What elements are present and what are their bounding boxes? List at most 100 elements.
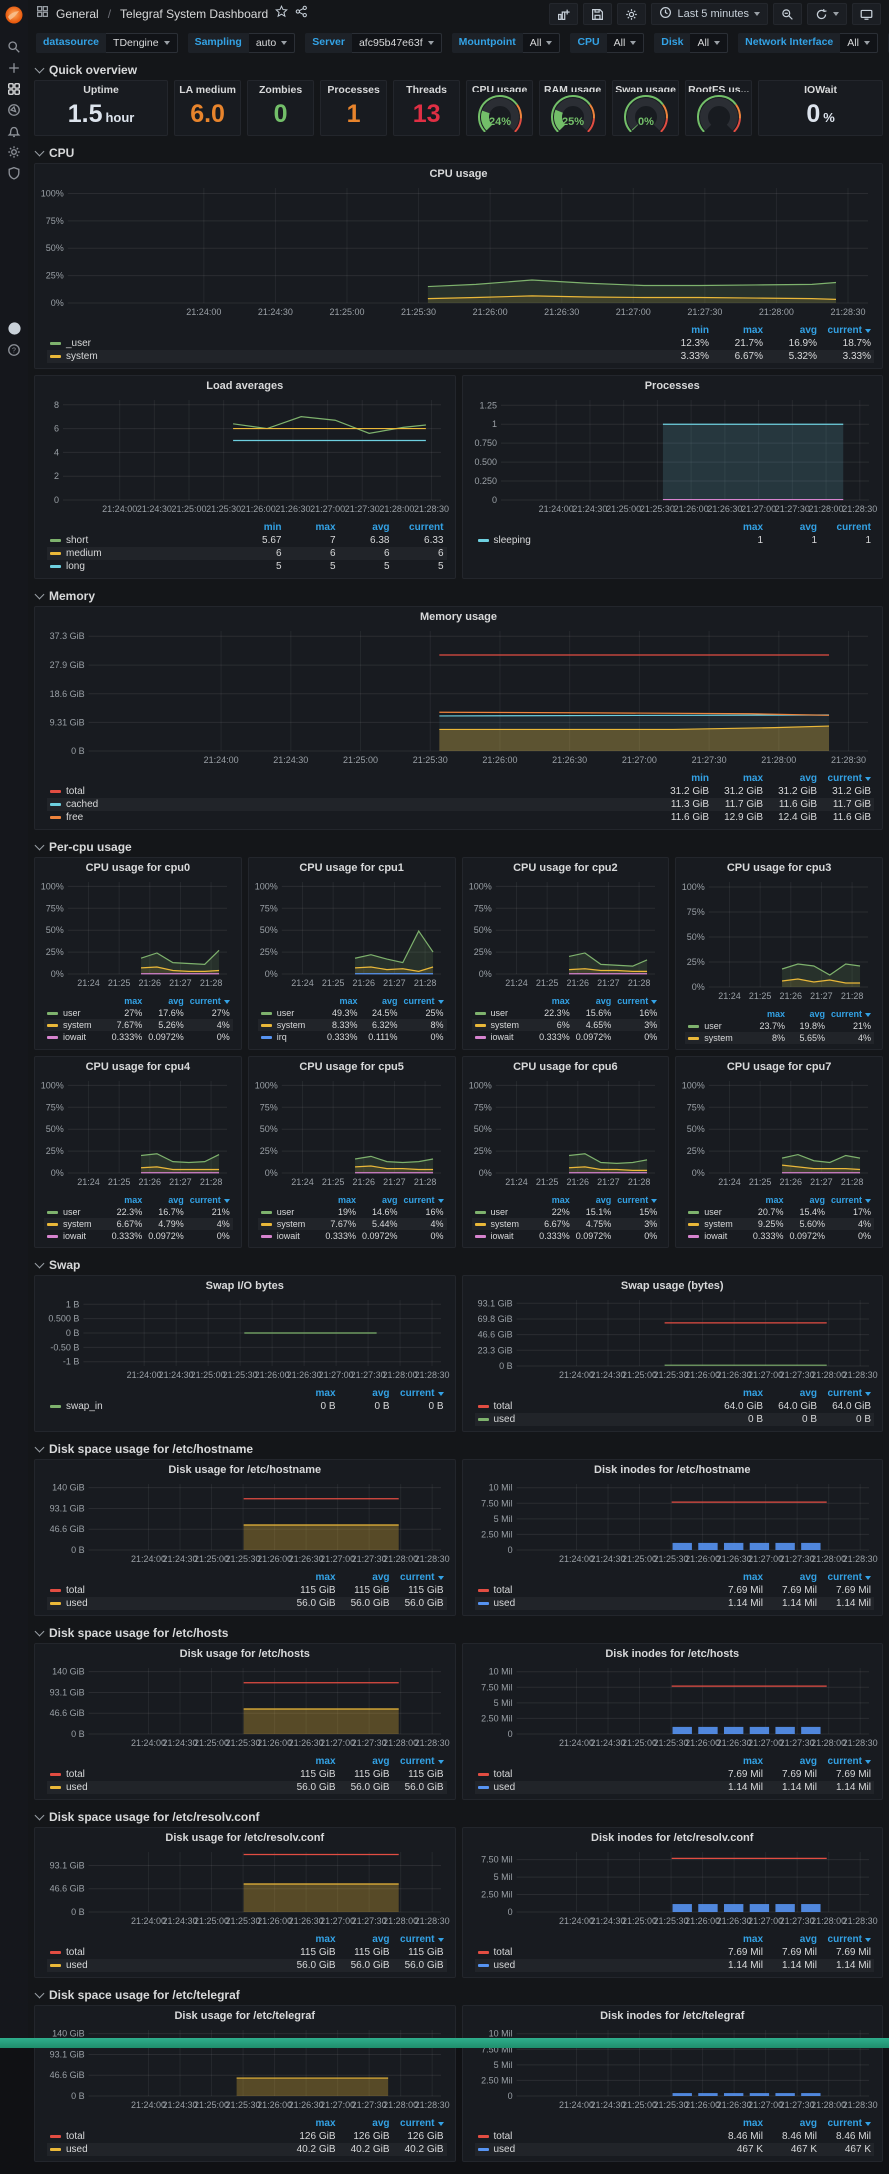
variable-value-dropdown[interactable]: afc95b47e63f bbox=[351, 33, 442, 53]
legend-sort-column[interactable]: avg bbox=[372, 1572, 390, 1583]
help-icon[interactable]: ? bbox=[0, 339, 28, 360]
variable-value-dropdown[interactable]: All bbox=[606, 33, 645, 53]
legend-series-label[interactable]: used bbox=[47, 2143, 285, 2156]
panel-title[interactable]: CPU usage for cpu6 bbox=[513, 1061, 618, 1073]
legend-sort-column[interactable]: avg bbox=[372, 1756, 390, 1767]
legend-series-label[interactable]: used bbox=[475, 1597, 713, 1610]
user-avatar[interactable] bbox=[0, 318, 28, 339]
create-plus-icon[interactable] bbox=[0, 57, 28, 78]
legend-sort-column[interactable]: current bbox=[820, 2117, 874, 2130]
legend-sort-column[interactable]: max bbox=[742, 522, 763, 533]
legend-sort-column[interactable]: current bbox=[400, 995, 446, 1007]
legend-sort-column[interactable]: max bbox=[315, 522, 336, 533]
legend-sort-column[interactable]: max bbox=[551, 1195, 570, 1205]
legend-sort-column[interactable]: current bbox=[820, 1387, 874, 1400]
legend-sort-column[interactable]: avg bbox=[168, 996, 184, 1006]
legend-sort-column[interactable]: avg bbox=[372, 522, 390, 533]
legend-sort-column[interactable]: current bbox=[614, 995, 660, 1007]
legend-series-label[interactable]: total bbox=[475, 1768, 713, 1781]
legend-sort-column[interactable]: max bbox=[742, 1572, 763, 1583]
panel-title[interactable]: Disk inodes for /etc/resolv.conf bbox=[591, 1832, 754, 1844]
panel-title[interactable]: Disk inodes for /etc/hosts bbox=[605, 1648, 740, 1660]
legend-series-label[interactable]: irq bbox=[258, 1031, 321, 1043]
legend-series-label[interactable]: cached bbox=[47, 798, 658, 811]
grafana-logo-icon[interactable] bbox=[3, 4, 25, 26]
legend-sort-column[interactable]: min bbox=[263, 522, 282, 533]
page-title[interactable]: Telegraf System Dashboard bbox=[120, 7, 269, 21]
legend-sort-column[interactable]: avg bbox=[595, 996, 612, 1006]
row-header-cpu[interactable]: CPU bbox=[34, 142, 883, 163]
add-panel-button[interactable] bbox=[549, 3, 579, 25]
panel-title[interactable]: Disk usage for /etc/telegraf bbox=[174, 2010, 316, 2022]
legend-sort-column[interactable]: avg bbox=[799, 522, 817, 533]
legend-series-label[interactable]: medium bbox=[47, 547, 231, 560]
panel-title[interactable]: Swap I/O bytes bbox=[205, 1280, 284, 1292]
legend-sort-column[interactable]: max bbox=[551, 996, 570, 1006]
legend-sort-column[interactable]: max bbox=[765, 1195, 784, 1205]
legend-series-label[interactable]: total bbox=[475, 1946, 713, 1959]
panel-title[interactable]: Disk inodes for /etc/telegraf bbox=[600, 2010, 745, 2022]
legend-series-label[interactable]: _user bbox=[47, 337, 658, 350]
legend-sort-column[interactable]: current bbox=[820, 1933, 874, 1946]
legend-series-label[interactable]: system bbox=[472, 1218, 533, 1230]
panel-title[interactable]: CPU usage for cpu0 bbox=[85, 862, 191, 874]
legend-series-label[interactable]: iowait bbox=[44, 1230, 105, 1242]
legend-sort-column[interactable]: avg bbox=[799, 1934, 817, 1945]
row-header-per-cpu-usage[interactable]: Per-cpu usage bbox=[34, 836, 883, 857]
legend-series-label[interactable]: used bbox=[47, 1959, 285, 1972]
legend-series-label[interactable]: total bbox=[47, 1584, 285, 1597]
panel-title[interactable]: CPU usage for cpu1 bbox=[299, 862, 404, 874]
legend-sort-column[interactable]: max bbox=[742, 1934, 763, 1945]
time-range-picker[interactable]: Last 5 minutes bbox=[651, 3, 768, 25]
legend-sort-column[interactable]: current bbox=[393, 1387, 447, 1400]
legend-series-label[interactable]: long bbox=[47, 560, 231, 573]
legend-sort-column[interactable]: avg bbox=[809, 1009, 825, 1019]
legend-series-label[interactable]: user bbox=[472, 1007, 533, 1019]
legend-sort-column[interactable]: current bbox=[614, 1194, 660, 1206]
legend-sort-column[interactable]: current bbox=[400, 1194, 446, 1206]
row-header-quick-overview[interactable]: Quick overview bbox=[34, 59, 883, 80]
legend-sort-column[interactable]: current bbox=[828, 1008, 874, 1020]
legend-sort-column[interactable]: min bbox=[691, 325, 709, 336]
legend-sort-column[interactable]: current bbox=[393, 1755, 447, 1768]
row-header-disk-etc-resolv-conf[interactable]: Disk space usage for /etc/resolv.conf bbox=[34, 1806, 883, 1827]
legend-sort-column[interactable]: current bbox=[393, 1571, 447, 1584]
legend-series-label[interactable]: free bbox=[47, 811, 658, 824]
legend-series-label[interactable]: iowait bbox=[472, 1230, 533, 1242]
variable-value-dropdown[interactable]: All bbox=[840, 33, 878, 53]
legend-sort-column[interactable]: max bbox=[742, 1756, 763, 1767]
panel-title[interactable]: CPU usage for cpu4 bbox=[85, 1061, 191, 1073]
legend-series-label[interactable]: user bbox=[258, 1206, 319, 1218]
panel-title[interactable]: CPU usage for cpu5 bbox=[299, 1061, 404, 1073]
panel-title[interactable]: CPU usage for cpu2 bbox=[513, 862, 618, 874]
legend-sort-column[interactable]: current bbox=[836, 522, 871, 533]
refresh-button[interactable] bbox=[807, 3, 847, 25]
panel-title[interactable]: CPU usage bbox=[429, 168, 488, 180]
variable-value-dropdown[interactable]: TDengine bbox=[106, 33, 178, 53]
legend-series-label[interactable]: used bbox=[475, 2143, 713, 2156]
row-header-disk-etc-hosts[interactable]: Disk space usage for /etc/hosts bbox=[34, 1622, 883, 1643]
legend-sort-column[interactable]: current bbox=[828, 1194, 874, 1206]
legend-series-label[interactable]: used bbox=[475, 1781, 713, 1794]
panel-title[interactable]: CPU usage for cpu7 bbox=[726, 1061, 832, 1073]
legend-series-label[interactable]: total bbox=[47, 1946, 285, 1959]
legend-series-label[interactable]: total bbox=[47, 785, 658, 798]
panel-title[interactable]: Disk usage for /etc/hostname bbox=[168, 1464, 322, 1476]
legend-sort-column[interactable]: avg bbox=[799, 2118, 817, 2129]
legend-sort-column[interactable]: max bbox=[315, 1388, 336, 1399]
legend-series-label[interactable]: iowait bbox=[44, 1031, 105, 1043]
alerting-bell-icon[interactable] bbox=[0, 120, 28, 141]
legend-series-label[interactable]: used bbox=[47, 1597, 285, 1610]
dashboards-icon[interactable] bbox=[0, 78, 28, 99]
legend-series-label[interactable]: user bbox=[685, 1020, 748, 1032]
legend-sort-column[interactable]: max bbox=[742, 1388, 763, 1399]
legend-sort-column[interactable]: min bbox=[691, 773, 709, 784]
legend-sort-column[interactable]: avg bbox=[799, 1572, 817, 1583]
legend-series-label[interactable]: used bbox=[47, 1781, 285, 1794]
legend-sort-column[interactable]: max bbox=[315, 1934, 336, 1945]
legend-series-label[interactable]: iowait bbox=[258, 1230, 319, 1242]
legend-sort-column[interactable]: avg bbox=[168, 1195, 184, 1205]
legend-series-label[interactable]: user bbox=[685, 1206, 746, 1218]
legend-sort-column[interactable]: current bbox=[393, 2117, 447, 2130]
legend-sort-column[interactable]: avg bbox=[372, 2118, 390, 2129]
